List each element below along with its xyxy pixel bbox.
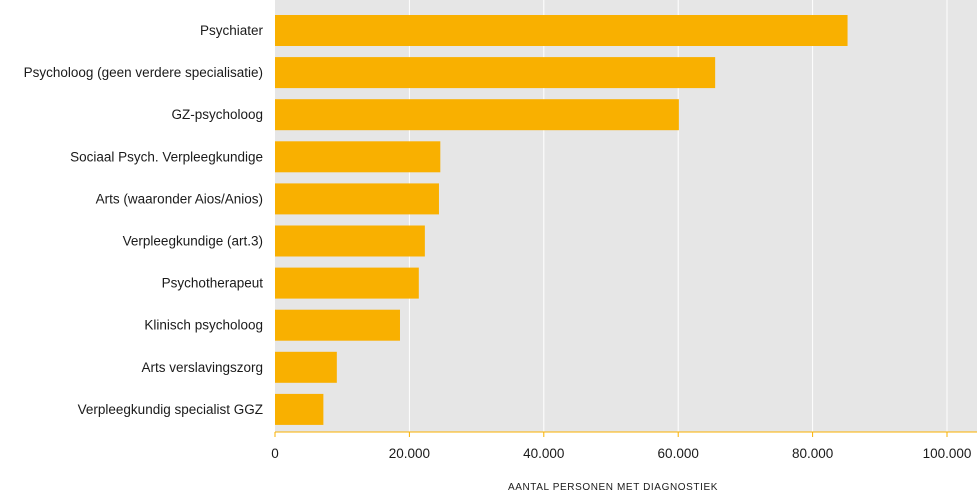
bar bbox=[275, 141, 441, 173]
category-label: Sociaal Psych. Verpleegkundige bbox=[70, 149, 263, 164]
category-label: Psychotherapeut bbox=[162, 276, 264, 291]
x-ticks: 0 20.000 40.000 60.000 80.000 100.000 bbox=[271, 432, 971, 461]
x-axis-title: AANTAL PERSONEN MET DIAGNOSTIEK bbox=[508, 482, 718, 493]
bar bbox=[275, 183, 439, 215]
bar bbox=[275, 393, 324, 425]
bar bbox=[275, 99, 679, 131]
x-tick-label: 80.000 bbox=[792, 446, 833, 461]
category-labels: Psychiater Psycholoog (geen verdere speci… bbox=[24, 23, 264, 417]
x-tick-label: 20.000 bbox=[389, 446, 430, 461]
bars bbox=[275, 15, 848, 425]
category-label: Arts (waaronder Aios/Anios) bbox=[96, 191, 263, 206]
x-tick-label: 100.000 bbox=[923, 446, 972, 461]
category-label: GZ-psycholoog bbox=[171, 107, 263, 122]
bar bbox=[275, 267, 419, 299]
x-tick-label: 0 bbox=[271, 446, 279, 461]
bar bbox=[275, 225, 425, 257]
bar bbox=[275, 15, 848, 46]
category-label: Klinisch psycholoog bbox=[144, 318, 263, 333]
x-tick-label: 40.000 bbox=[523, 446, 564, 461]
category-label: Psycholoog (geen verdere specialisatie) bbox=[24, 65, 263, 80]
bar bbox=[275, 57, 716, 89]
category-label: Psychiater bbox=[200, 23, 264, 38]
category-label: Arts verslavingszorg bbox=[141, 360, 263, 375]
bar bbox=[275, 351, 337, 383]
x-tick-label: 60.000 bbox=[658, 446, 699, 461]
bar bbox=[275, 309, 400, 341]
category-label: Verpleegkundig specialist GGZ bbox=[78, 402, 263, 417]
category-label: Verpleegkundige (art.3) bbox=[123, 234, 263, 249]
